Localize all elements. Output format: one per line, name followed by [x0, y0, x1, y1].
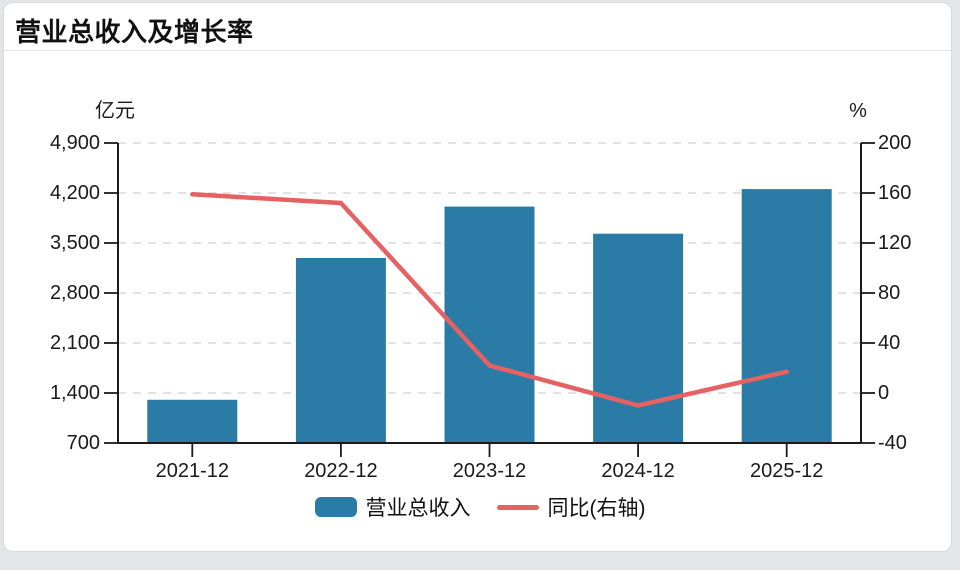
left-axis-unit: 亿元 — [95, 99, 135, 122]
card-header: 营业总收入及增长率 — [4, 3, 951, 51]
left-axis-tick-label: 2,100 — [50, 332, 100, 354]
left-axis-tick-label: 3,500 — [50, 232, 100, 254]
growth-line[interactable] — [190, 192, 789, 408]
axis-ticks — [104, 142, 875, 457]
left-axis-tick-label: 4,200 — [50, 182, 100, 204]
bar-2025-12[interactable] — [741, 189, 832, 443]
left-axis-tick-label: 2,800 — [50, 282, 100, 304]
legend-label-growth: 同比(右轴) — [547, 497, 646, 520]
right-axis-tick-label: 80 — [878, 282, 900, 304]
axis-labels: 4,900 4,200 3,500 2,800 2,100 1,400 700 200 160 1… — [50, 132, 911, 482]
x-axis-tick-label: 2024-12 — [601, 460, 674, 482]
revenue-bars — [147, 189, 832, 443]
right-axis-tick-label: 160 — [878, 182, 911, 204]
right-axis-tick-label: -40 — [878, 432, 907, 454]
legend-item-revenue[interactable]: 营业总收入 — [314, 492, 471, 522]
right-axis-tick-label: 40 — [878, 332, 900, 354]
bar-2021-12[interactable] — [147, 399, 238, 443]
right-axis-tick-label: 120 — [878, 232, 911, 254]
chart-legend: 营业总收入 同比(右轴) — [0, 492, 960, 522]
bar-2023-12[interactable] — [444, 206, 535, 443]
x-axis-tick-label: 2023-12 — [453, 460, 526, 482]
line-series-swatch — [496, 504, 539, 510]
left-axis-tick-label: 1,400 — [50, 382, 100, 404]
x-axis-tick-label: 2022-12 — [304, 460, 377, 482]
right-axis-tick-label: 200 — [878, 132, 911, 154]
gridlines — [118, 142, 861, 394]
bar-2022-12[interactable] — [295, 258, 386, 443]
bar-series-swatch — [314, 497, 357, 517]
legend-item-growth[interactable]: 同比(右轴) — [496, 492, 646, 522]
legend-label-revenue: 营业总收入 — [365, 497, 471, 520]
x-axis-tick-label: 2025-12 — [750, 460, 823, 482]
x-axis-tick-label: 2021-12 — [156, 460, 229, 482]
bar-2024-12[interactable] — [593, 233, 684, 443]
left-axis-tick-label: 4,900 — [50, 132, 100, 154]
left-axis-tick-label: 700 — [67, 432, 100, 454]
right-axis-tick-label: 0 — [878, 382, 889, 404]
right-axis-unit: % — [849, 100, 867, 122]
page-title: 营业总收入及增长率 — [15, 17, 254, 47]
